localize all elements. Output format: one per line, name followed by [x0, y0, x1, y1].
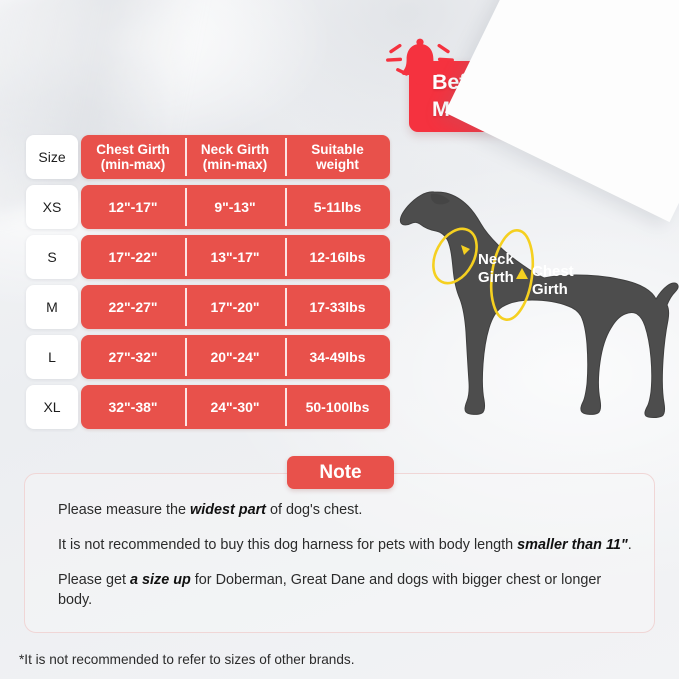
cell-weight: 50-100lbs: [285, 385, 390, 429]
bell-icon: [386, 36, 454, 88]
cell-size: S: [26, 235, 78, 279]
note-badge: Note: [287, 456, 394, 489]
note-line-before: It is not recommended to buy this dog ha…: [58, 537, 518, 553]
cell-neck-girth: 9"-13": [185, 185, 285, 229]
table-row: S 17"-22" 13"-17" 12-16lbs: [26, 235, 390, 279]
cell-size: XL: [26, 385, 78, 429]
neck-girth-guide: [432, 227, 478, 285]
note-line-emphasis: smaller than 11": [517, 537, 628, 553]
cell-chest-girth: 32"-38": [108, 398, 158, 415]
column-header-size: Size: [26, 135, 78, 179]
cell-neck-girth: 20"-24": [185, 335, 285, 379]
column-header-neck-girth: Neck Girth (min-max): [185, 135, 285, 179]
cell-neck-girth: 17"-20": [185, 285, 285, 329]
cell-chest-girth: 27"-32": [108, 348, 158, 365]
column-header-suitable-weight: Suitable weight: [285, 135, 390, 179]
note-text: Please measure the widest part of dog's …: [58, 500, 636, 610]
table-row: XL 32"-38" 24"-30" 50-100lbs: [26, 385, 390, 429]
note-line-before: Please measure the: [58, 502, 190, 518]
note-line-after: for Doberman, Great Dane and dogs with b…: [58, 572, 602, 608]
cell-neck-girth: 24"-30": [185, 385, 285, 429]
cell-weight: 12-16lbs: [285, 235, 390, 279]
cell-chest-girth: 22"-27": [108, 298, 158, 315]
table-header-row: Size Chest Girth (min-max) Neck Girth (m…: [26, 135, 390, 179]
cell-neck-girth: 13"-17": [185, 235, 285, 279]
cell-weight: 17-33lbs: [285, 285, 390, 329]
note-line: Please measure the widest part of dog's …: [58, 500, 636, 520]
chest-girth-guide: [489, 229, 535, 321]
column-header-chest-girth: Chest Girth (min-max): [96, 142, 170, 172]
table-row: M 22"-27" 17"-20" 17-33lbs: [26, 285, 390, 329]
note-line-emphasis: widest part: [190, 502, 266, 518]
cell-size: M: [26, 285, 78, 329]
neck-girth-label: Neck: [478, 251, 515, 268]
cell-size: XS: [26, 185, 78, 229]
cell-chest-girth: 12"-17": [108, 198, 158, 215]
note-line: It is not recommended to buy this dog ha…: [58, 535, 636, 555]
cell-weight: 34-49lbs: [285, 335, 390, 379]
cell-weight: 5-11lbs: [285, 185, 390, 229]
cell-size: L: [26, 335, 78, 379]
dog-silhouette: Neck Girth Chest Girth: [398, 168, 679, 420]
table-row: L 27"-32" 20"-24" 34-49lbs: [26, 335, 390, 379]
chest-girth-label: Chest: [532, 263, 574, 280]
cell-chest-girth: 17"-22": [108, 248, 158, 265]
note-line-after: .: [627, 537, 632, 553]
note-line-before: Please get: [58, 572, 131, 588]
svg-text:Girth: Girth: [532, 281, 568, 298]
note-box: [24, 473, 655, 633]
footnote: *It is not recommended to refer to sizes…: [19, 652, 355, 667]
size-chart-table: Size Chest Girth (min-max) Neck Girth (m…: [26, 135, 390, 435]
note-line-after: of dog's chest.: [265, 502, 363, 518]
svg-text:Girth: Girth: [478, 269, 514, 286]
note-line-emphasis: a size up: [130, 572, 191, 588]
note-line: Please get a size up for Doberman, Great…: [58, 570, 636, 610]
table-row: XS 12"-17" 9"-13" 5-11lbs: [26, 185, 390, 229]
